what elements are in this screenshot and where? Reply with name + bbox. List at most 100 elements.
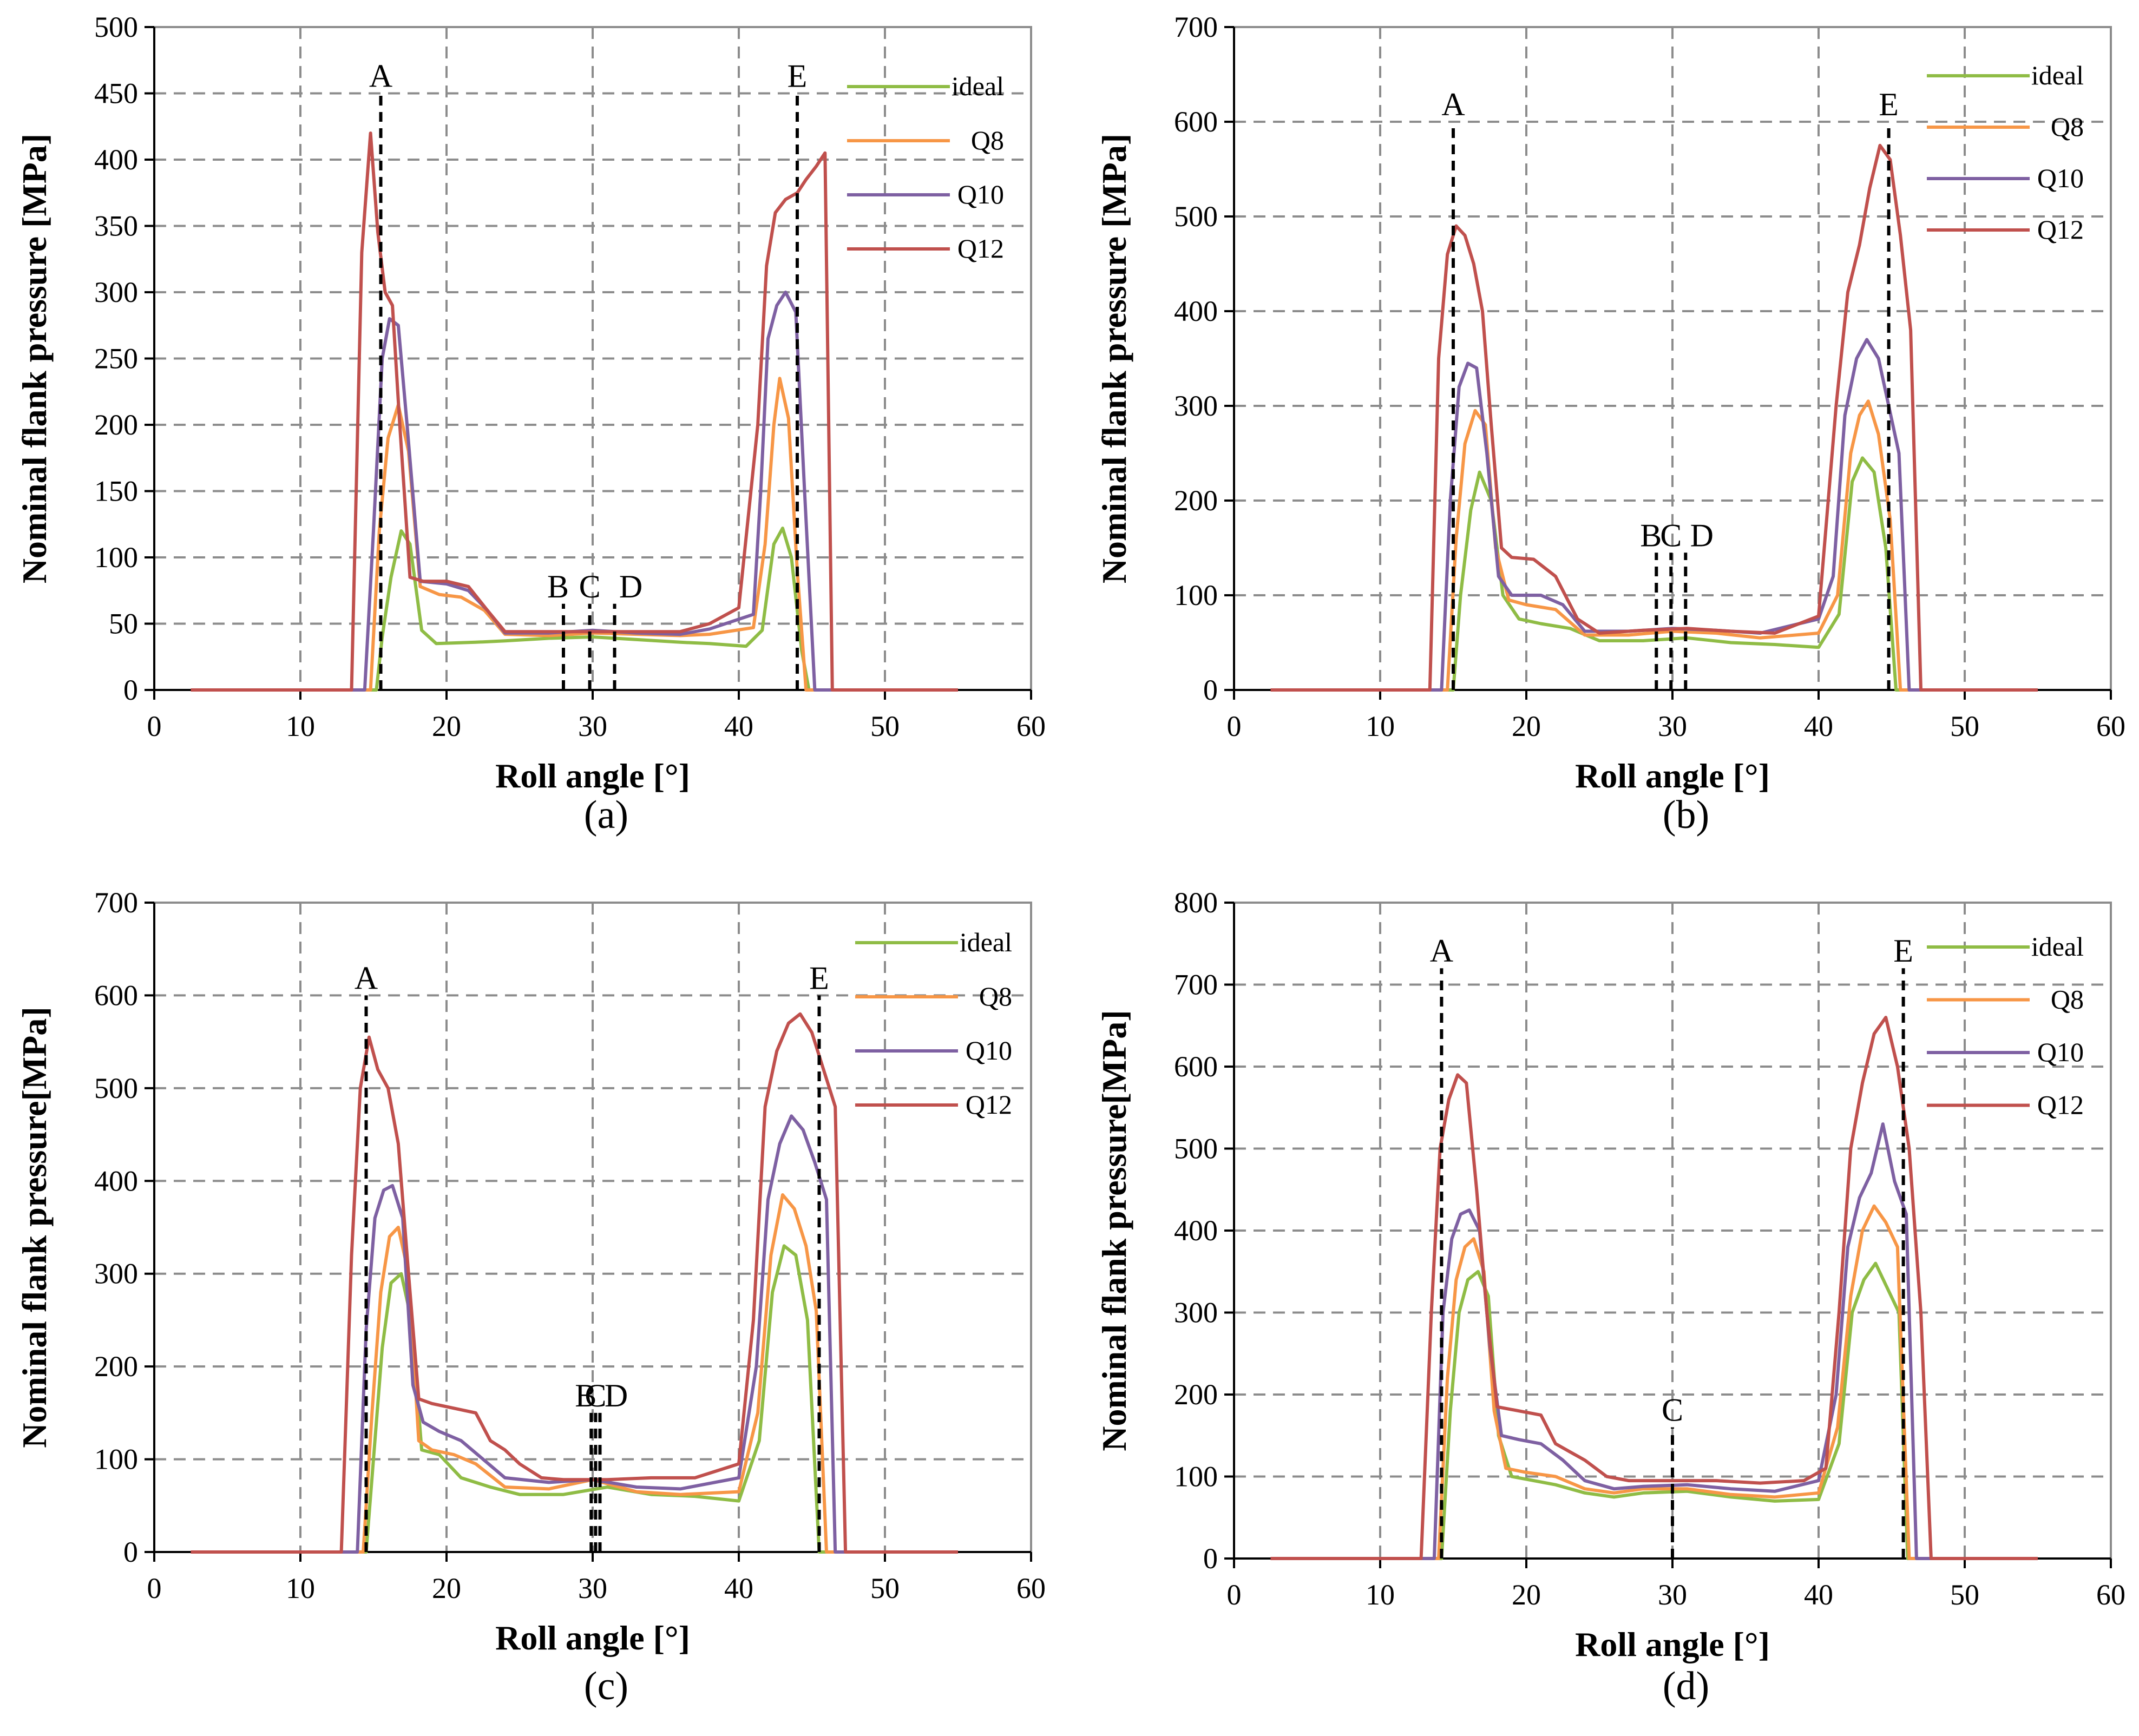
- y-tick-label: 300: [94, 276, 138, 308]
- y-tick-label: 0: [1203, 1542, 1218, 1575]
- legend-label-q10: Q10: [957, 179, 1004, 209]
- legend-label-q12: Q12: [2037, 214, 2084, 245]
- marker-label-c: C: [1662, 1392, 1683, 1428]
- y-tick-label: 300: [94, 1258, 138, 1290]
- series-line-ideal: [1270, 1261, 2038, 1560]
- x-tick-label: 50: [870, 1572, 900, 1605]
- legend-label-q12: Q12: [957, 233, 1004, 264]
- y-axis-title: Nominal flank pressure[MPa]: [15, 1007, 54, 1448]
- legend-label-ideal: ideal: [952, 71, 1004, 101]
- panel-caption: (b): [1663, 793, 1709, 837]
- y-tick-label: 450: [94, 77, 138, 110]
- x-tick-label: 10: [286, 710, 315, 742]
- x-tick-label: 30: [578, 1572, 607, 1605]
- series-line-q12: [191, 131, 958, 692]
- y-tick-label: 400: [94, 143, 138, 176]
- y-tick-label: 400: [1174, 295, 1218, 327]
- x-axis-title: Roll angle [°]: [495, 1619, 690, 1657]
- legend-label-q10: Q10: [2037, 1037, 2084, 1067]
- y-tick-label: 100: [94, 541, 138, 574]
- y-tick-label: 100: [94, 1443, 138, 1476]
- x-tick-label: 10: [1366, 710, 1395, 742]
- marker-label-d: D: [619, 569, 642, 604]
- legend-label-ideal: ideal: [2031, 931, 2084, 962]
- series-line-q8: [191, 1193, 958, 1554]
- chart-panel-a: 0 10 20 30 40 50 60 0 50 100 150 200 250 300 350 400 450…: [15, 11, 1046, 837]
- y-tick-label: 400: [94, 1165, 138, 1197]
- x-tick-label: 0: [147, 710, 162, 742]
- x-tick-label: 60: [2096, 710, 2125, 742]
- y-tick-label: 500: [94, 1072, 138, 1104]
- x-tick-label: 40: [724, 710, 753, 742]
- marker-label-e: E: [809, 960, 829, 996]
- y-tick-label: 200: [1174, 1378, 1218, 1411]
- series-line-q8: [1270, 1204, 2038, 1560]
- marker-label-b: B: [547, 569, 569, 604]
- series-line-q10: [1270, 338, 2038, 692]
- legend-label-q10: Q10: [2037, 163, 2084, 193]
- x-tick-label: 0: [1227, 1579, 1242, 1611]
- marker-label-b: B: [575, 1378, 596, 1413]
- x-tick-label: 20: [1512, 710, 1541, 742]
- y-tick-label: 600: [1174, 1050, 1218, 1083]
- y-axis-title: Nominal flank pressure[MPa]: [1095, 1010, 1133, 1451]
- y-tick-label: 100: [1174, 1461, 1218, 1493]
- y-tick-label: 150: [94, 475, 138, 508]
- y-tick-label: 800: [1174, 886, 1218, 919]
- chart-panel-c: 0 10 20 30 40 50 600100200300400500600700Roll …: [15, 886, 1046, 1708]
- marker-label-a: A: [369, 58, 392, 94]
- y-tick-label: 100: [1174, 579, 1218, 611]
- legend-label-q8: Q8: [2051, 984, 2084, 1015]
- y-tick-label: 500: [94, 11, 138, 43]
- x-axis-title: Roll angle [°]: [1575, 757, 1770, 795]
- panel-caption: (d): [1663, 1664, 1709, 1708]
- marker-label-c: C: [1660, 517, 1682, 553]
- x-tick-label: 30: [1658, 1579, 1687, 1611]
- chart-panel-d: 0 10 20 30 40 50 600100200300400500600700800Ro…: [1095, 886, 2125, 1708]
- y-tick-label: 500: [1174, 200, 1218, 233]
- series-line-q8: [1270, 399, 2038, 692]
- marker-label-e: E: [788, 58, 808, 94]
- legend-label-q8: Q8: [2051, 111, 2084, 142]
- x-tick-label: 40: [1804, 710, 1833, 742]
- x-tick-label: 50: [1950, 1579, 1979, 1611]
- marker-label-c: C: [585, 1378, 606, 1413]
- marker-label-d: D: [605, 1378, 628, 1413]
- marker-label-a: A: [1430, 933, 1453, 969]
- y-tick-label: 200: [94, 409, 138, 441]
- x-tick-label: 10: [286, 1572, 315, 1605]
- y-tick-label: 700: [94, 886, 138, 919]
- marker-label-e: E: [1893, 933, 1913, 969]
- marker-label-a: A: [355, 960, 378, 996]
- series-line-ideal: [191, 527, 958, 692]
- x-tick-label: 40: [1804, 1579, 1833, 1611]
- marker-label-c: C: [579, 569, 601, 604]
- y-tick-label: 350: [94, 210, 138, 242]
- series-line-ideal: [1270, 456, 2038, 692]
- y-axis-title: Nominal flank pressure [MPa]: [15, 134, 54, 583]
- marker-label-a: A: [1441, 87, 1465, 122]
- y-tick-label: 300: [1174, 390, 1218, 422]
- y-tick-label: 0: [123, 1536, 138, 1568]
- series-line-q10: [1270, 1122, 2038, 1560]
- x-tick-label: 60: [2096, 1579, 2125, 1611]
- legend-label-q12: Q12: [2037, 1090, 2084, 1120]
- x-tick-label: 10: [1366, 1579, 1395, 1611]
- marker-label-e: E: [1879, 87, 1899, 122]
- marker-label-d: D: [1690, 517, 1714, 553]
- y-tick-label: 200: [1174, 484, 1218, 517]
- series-line-q12: [1270, 1016, 2038, 1560]
- x-axis-title: Roll angle [°]: [1575, 1625, 1770, 1663]
- y-tick-label: 0: [123, 674, 138, 706]
- series-line-q12: [1270, 143, 2038, 692]
- y-axis-title: Nominal flank pressure [MPa]: [1095, 134, 1133, 583]
- legend-label-q10: Q10: [966, 1035, 1012, 1066]
- x-axis-title: Roll angle [°]: [495, 757, 690, 795]
- legend-label-ideal: ideal: [960, 927, 1012, 957]
- panel-caption: (c): [584, 1664, 628, 1708]
- x-tick-label: 20: [432, 1572, 461, 1605]
- series-line-ideal: [191, 1244, 958, 1554]
- x-tick-label: 30: [578, 710, 607, 742]
- y-tick-label: 400: [1174, 1214, 1218, 1247]
